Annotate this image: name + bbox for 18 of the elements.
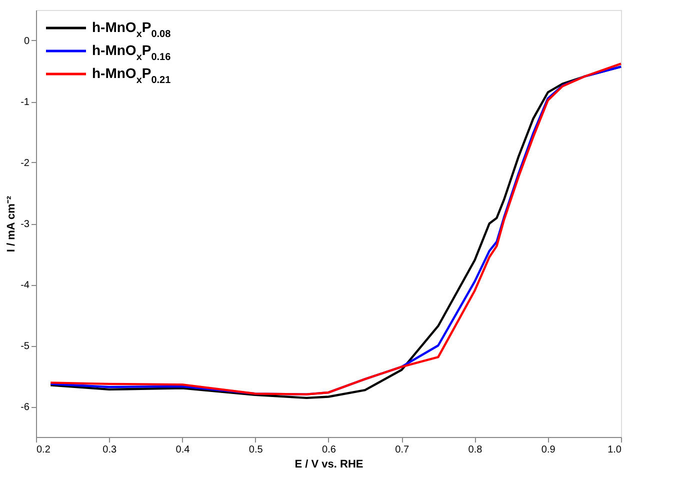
y-axis-title: I / mA cm⁻² [6, 196, 18, 252]
x-tick-label: 0.2 [36, 444, 51, 456]
y-tick-label: -5 [20, 341, 30, 352]
y-tick-label: -6 [20, 402, 30, 413]
x-tick-label: 0.3 [102, 444, 118, 456]
x-axis-title: E / V vs. RHE [294, 458, 364, 470]
y-tick-label: 0 [24, 36, 30, 47]
x-tick-label: 0.4 [176, 444, 190, 456]
x-tick-label: 1.0 [608, 444, 622, 456]
x-tick-label: 0.9 [541, 444, 556, 456]
y-tick-label: -1 [20, 97, 30, 108]
y-tick-label: -4 [20, 280, 30, 291]
y-tick-label: -3 [20, 219, 30, 230]
x-tick-label: 0.8 [468, 444, 483, 456]
x-tick-label: 0.5 [248, 444, 264, 456]
x-tick-label: 0.7 [395, 444, 410, 456]
y-tick-label: -2 [20, 158, 30, 169]
x-tick-label: 0.6 [322, 444, 336, 456]
